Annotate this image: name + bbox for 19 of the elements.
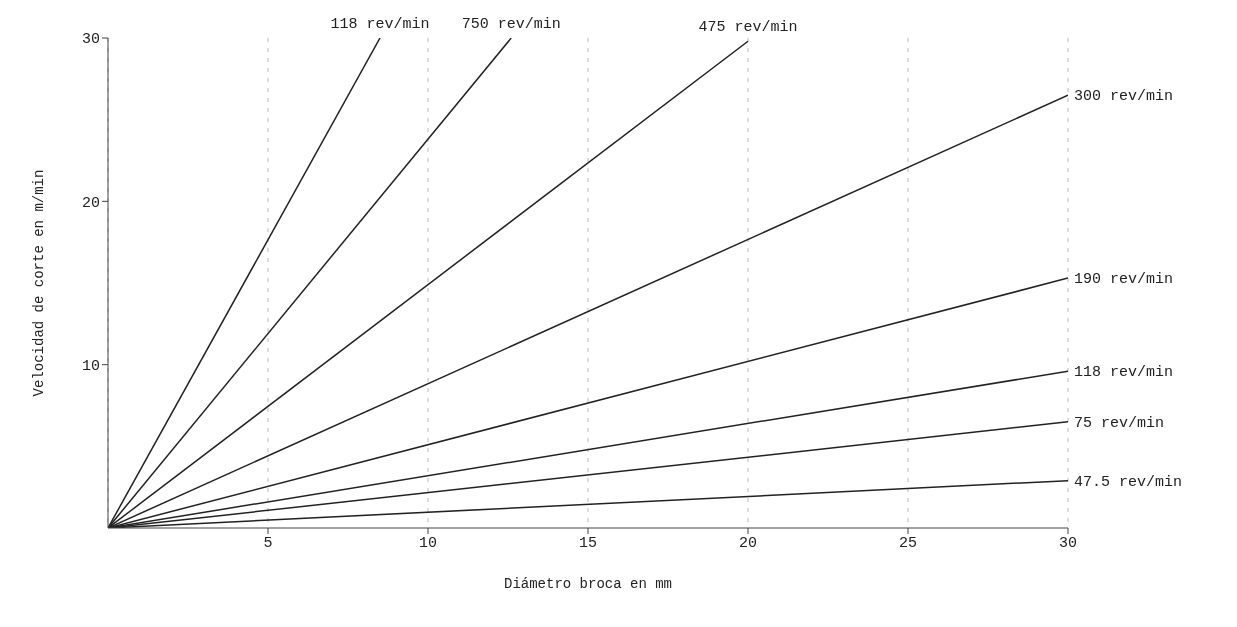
series-label: 750 rev/min bbox=[461, 16, 561, 33]
series-label: 75 rev/min bbox=[1074, 414, 1165, 432]
x-axis-title: Diámetro broca en mm bbox=[503, 576, 673, 592]
series-label: 475 rev/min bbox=[698, 19, 798, 37]
x-tick-label: 20 bbox=[738, 534, 758, 552]
y-tick-label: 20 bbox=[81, 194, 100, 212]
series-label: 190 rev/min bbox=[1074, 271, 1174, 289]
x-tick-label: 15 bbox=[578, 534, 598, 552]
y-axis-title: Velocidad de corte en m/min bbox=[30, 169, 47, 397]
x-tick-label: 10 bbox=[418, 534, 438, 552]
series-label: 118 rev/min bbox=[330, 16, 430, 33]
series-label: 300 rev/min bbox=[1074, 88, 1174, 106]
series-label: 47.5 rev/min bbox=[1074, 473, 1183, 491]
y-tick-label: 30 bbox=[81, 31, 100, 49]
series-label: 118 rev/min bbox=[1074, 364, 1174, 382]
x-tick-label: 30 bbox=[1058, 534, 1078, 552]
y-tick-label: 10 bbox=[81, 357, 100, 375]
x-tick-label: 25 bbox=[898, 534, 918, 552]
x-tick-label: 5 bbox=[263, 534, 273, 552]
